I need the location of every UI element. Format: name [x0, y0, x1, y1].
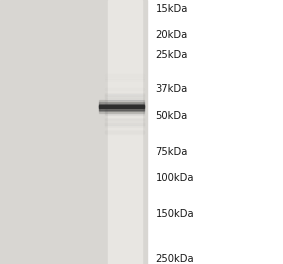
- Bar: [105, 112, 144, 114]
- Bar: [99, 100, 144, 104]
- Text: 25kDa: 25kDa: [156, 50, 188, 60]
- Bar: [105, 130, 144, 133]
- Bar: [105, 77, 144, 79]
- Bar: [105, 103, 144, 105]
- Bar: [105, 119, 144, 121]
- Text: 15kDa: 15kDa: [156, 4, 188, 14]
- Bar: [99, 106, 144, 110]
- Bar: [105, 113, 144, 115]
- Bar: [99, 102, 144, 106]
- Bar: [105, 110, 144, 112]
- Bar: [105, 131, 144, 134]
- Bar: [105, 98, 144, 100]
- Bar: [105, 95, 144, 97]
- Bar: [99, 104, 144, 107]
- Bar: [105, 107, 144, 109]
- Bar: [99, 110, 144, 113]
- Bar: [105, 94, 144, 96]
- Text: 37kDa: 37kDa: [156, 84, 188, 95]
- Bar: [105, 103, 144, 105]
- Bar: [99, 108, 144, 111]
- Bar: [105, 123, 144, 125]
- Bar: [99, 105, 144, 109]
- Text: 250kDa: 250kDa: [156, 254, 194, 264]
- Text: 100kDa: 100kDa: [156, 173, 194, 183]
- Bar: [108, 0, 142, 264]
- Bar: [105, 105, 144, 107]
- Bar: [105, 110, 144, 112]
- Bar: [105, 122, 144, 124]
- Bar: [105, 110, 144, 112]
- Text: 150kDa: 150kDa: [156, 209, 194, 219]
- Bar: [0, 0, 147, 264]
- Bar: [105, 74, 144, 77]
- Text: 20kDa: 20kDa: [156, 30, 188, 40]
- Bar: [105, 125, 144, 127]
- Bar: [105, 79, 144, 81]
- Text: 75kDa: 75kDa: [156, 147, 188, 157]
- Bar: [105, 123, 144, 125]
- Text: 50kDa: 50kDa: [156, 111, 188, 121]
- Bar: [105, 93, 144, 95]
- Bar: [105, 100, 144, 102]
- Bar: [105, 88, 144, 90]
- Bar: [105, 118, 144, 120]
- Bar: [105, 96, 144, 98]
- Bar: [105, 109, 144, 111]
- Bar: [105, 108, 144, 110]
- Bar: [105, 113, 144, 115]
